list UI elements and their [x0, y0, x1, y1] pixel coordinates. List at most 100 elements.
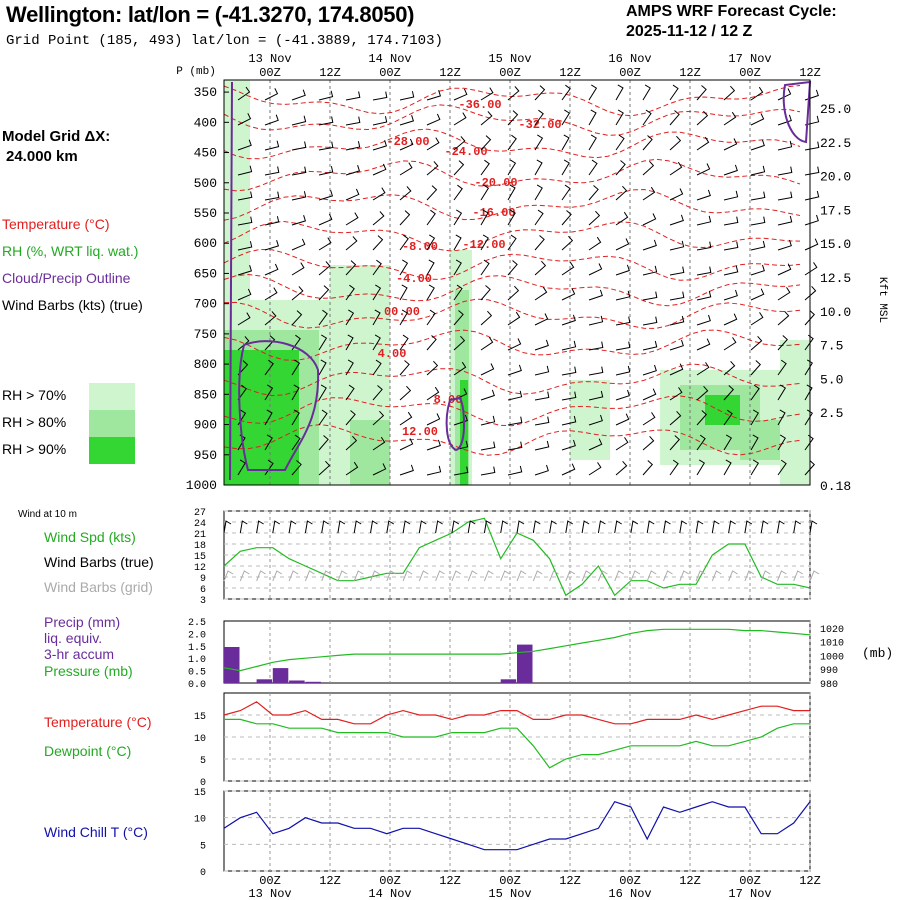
wind-barb-259: [696, 362, 710, 376]
wind-barb-244: [291, 359, 301, 376]
wind-barb-70: [345, 165, 361, 176]
wind-barb-22: [237, 113, 252, 126]
wind-barb-287: [264, 409, 273, 426]
wind-barb-98: [507, 184, 516, 201]
surface-barb-grid-35: [793, 570, 803, 582]
legend-swatch-rh80: [89, 410, 135, 437]
cloud-outline-1: [229, 81, 233, 481]
model-grid-info: Model Grid ΔX: 24.000 km: [2, 127, 110, 167]
label-3hr-accum: 3-hr accum: [44, 646, 115, 662]
wind-barb-6: [399, 91, 415, 101]
isotherm-label-8: -4.00: [396, 272, 432, 286]
wind-barb-326: [723, 434, 732, 451]
wind-barb-246: [345, 359, 354, 376]
wind-barb-169: [642, 265, 658, 276]
wind-barb-78: [561, 159, 570, 176]
surface-barb-true-11: [402, 520, 411, 534]
wind-barb-305: [750, 409, 759, 426]
precip-ytick-5: 2.5: [188, 618, 206, 629]
bottom-date-0: 13 Nov: [248, 887, 291, 900]
wind-barb-95: [426, 185, 438, 201]
wind-barb-113: [318, 213, 333, 226]
wind-barb-301: [642, 412, 656, 426]
surface-barb-true-20: [549, 520, 557, 534]
wind-barb-293: [426, 413, 441, 426]
wind-barb-38: [669, 110, 680, 126]
wind-barb-102: [615, 185, 628, 201]
top-date-4: 17 Nov: [728, 52, 771, 66]
wind-barb-351: [804, 460, 816, 476]
wind-barb-229: [480, 336, 494, 351]
surface-barb-grid-0: [223, 570, 234, 582]
isotherm-label-7: -8.00: [402, 240, 438, 254]
wind-barb-318: [507, 441, 523, 451]
rh-shade-2-2: [705, 395, 740, 425]
wind-barb-119: [480, 209, 489, 226]
precip-ytick-0: 0.0: [188, 680, 206, 691]
wind-barb-214: [669, 315, 685, 326]
surface-barb-true-7: [337, 520, 346, 534]
wind-barb-235: [642, 340, 658, 351]
wind-barb-147: [642, 239, 657, 251]
surface-barb-true-3: [272, 520, 281, 534]
wind-barb-104: [669, 188, 684, 201]
top-date-0: 13 Nov: [248, 52, 291, 66]
bottom-date-1: 14 Nov: [368, 887, 411, 900]
label-wind-barbs-true: Wind Barbs (true): [44, 554, 154, 570]
wind-barb-47: [318, 141, 334, 151]
surface-barb-true-28: [679, 520, 688, 534]
wind-barb-49: [372, 140, 388, 151]
wind-barb-170: [669, 266, 685, 276]
precip-ytick-1: 0.5: [188, 668, 206, 679]
pressure-axis-label: P (mb): [176, 66, 216, 78]
surface-barb-grid-3: [272, 570, 283, 582]
wind-barb-299: [588, 414, 603, 426]
isotherm-3: [223, 158, 801, 192]
surface-barb-grid-10: [386, 570, 397, 582]
height-tick-7: 7.5: [820, 339, 843, 354]
wind-barb-64: [777, 140, 793, 151]
surface-barb-true-14: [451, 520, 460, 534]
wind-barb-276: [561, 391, 577, 401]
wind-barb-118: [453, 209, 463, 226]
temp-ytick-2: 10: [194, 734, 206, 745]
surface-barb-true-8: [353, 520, 362, 534]
isotherm-label-2: -28.00: [386, 135, 429, 149]
surface-barb-true-29: [695, 520, 704, 534]
wind-barb-121: [534, 209, 544, 226]
legend-rh70: RH > 70%: [2, 387, 67, 403]
wind-barb-344: [615, 460, 628, 476]
wind-barb-0: [237, 86, 251, 101]
wind-barb-36: [615, 109, 624, 126]
wind-barb-288: [291, 409, 300, 426]
wind-barb-277: [588, 390, 604, 401]
wind-barb-30: [453, 112, 467, 126]
surface-barb-grid-34: [776, 570, 787, 582]
isotherm-label-3: -24.00: [444, 145, 487, 159]
surface-barb-true-1: [239, 520, 248, 534]
wind-barb-155: [264, 263, 279, 276]
wind-barb-320: [561, 439, 576, 451]
wind-barb-349: [750, 459, 759, 476]
time-axis: 00Z 00Z 12Z 12Z 00Z 00Z 12Z 12Z 00Z 00Z 12Z 12Z 00Z 0…: [248, 52, 820, 900]
wind-barb-179: [318, 285, 330, 301]
surface-barb-grid-23: [597, 570, 608, 582]
wind-barb-24: [291, 115, 307, 126]
wind-barb-8: [453, 88, 468, 101]
wind-barb-321: [588, 438, 603, 451]
wind-barb-281: [696, 385, 709, 401]
wind-barb-302: [669, 410, 682, 426]
wind-barb-240: [777, 335, 789, 351]
wind-barb-218: [777, 310, 790, 326]
wind-barb-264: [237, 384, 247, 401]
wind-barb-116: [399, 210, 411, 226]
isotherm-6: [223, 248, 801, 281]
wind-barb-280: [669, 387, 683, 401]
pressure-tick-400: 400: [194, 115, 217, 130]
surface-barb-grid-20: [549, 570, 559, 582]
wind-barb-226: [399, 334, 409, 351]
wind-barb-206: [453, 310, 464, 326]
legend-cloud: Cloud/Precip Outline: [2, 270, 131, 286]
wind-barb-74: [453, 160, 465, 176]
top-time-tick-4: 00Z: [499, 66, 521, 80]
